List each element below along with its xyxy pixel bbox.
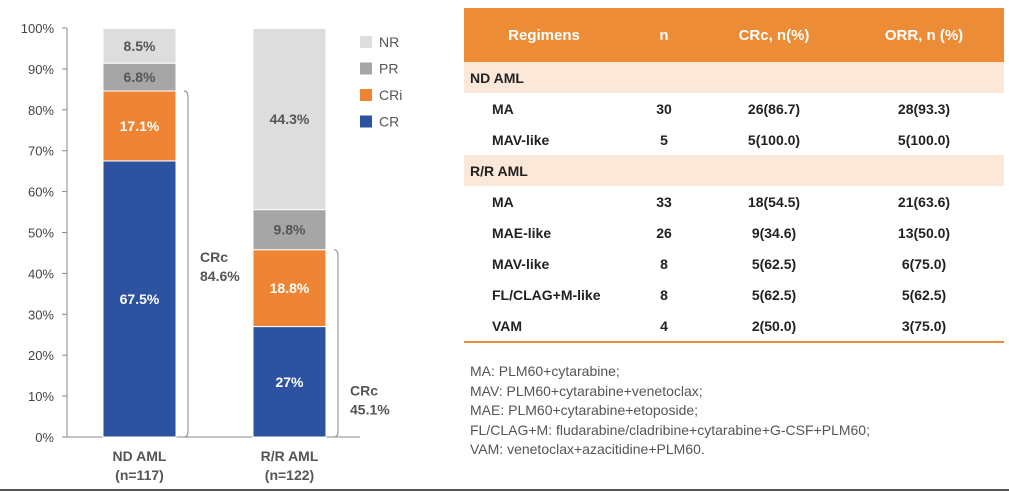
header-orr: ORR, n (%) <box>844 8 1004 62</box>
footnote: VAM: venetoclax+azacitidine+PLM60. <box>470 441 705 458</box>
group-label: ND AML <box>464 62 1004 93</box>
bar-segment-nr <box>252 27 327 211</box>
header-n: n <box>624 8 704 62</box>
regimen-table: Regimens n CRc, n(%) ORR, n (%) ND AML MA… <box>464 8 1004 343</box>
cell-crc: 5(62.5) <box>751 286 797 303</box>
cell-orr: 3(75.0) <box>844 310 1004 343</box>
category-label: ND AML <box>113 448 167 464</box>
bar-segment-cr <box>252 326 327 438</box>
table-row: MA 33 18(54.5) 21(63.6) <box>464 186 1004 217</box>
bar-segment-pr <box>102 62 177 92</box>
cell-regimen: MA <box>492 193 514 210</box>
cell-orr: 13(50.0) <box>897 224 951 241</box>
category-sublabel: (n=122) <box>265 467 314 483</box>
footnote: MAE: PLM60+cytarabine+etoposide; <box>470 402 699 419</box>
table-row: MAE-like 26 9(34.6) 13(50.0) <box>464 217 1004 248</box>
cell-regimen: MAV-like <box>492 131 550 148</box>
header-crc: CRc, n(%) <box>704 8 844 62</box>
table-row: FL/CLAG+M-like 8 5(62.5) 5(62.5) <box>464 279 1004 310</box>
y-tick-label: 90% <box>28 62 54 77</box>
cell-orr: 5(100.0) <box>897 131 951 148</box>
bar-segment-nr <box>102 27 177 64</box>
cell-n: 30 <box>656 100 672 117</box>
y-tick-label: 60% <box>28 185 54 200</box>
table-row: MAV-like 8 5(62.5) 6(75.0) <box>464 248 1004 279</box>
stacked-bar-chart: 0% 10% 20% 30% 40% 50% 60% 70% 80% 90% 100% 67.5% 17… <box>21 21 403 483</box>
cell-orr: 28(93.3) <box>897 100 951 117</box>
cell-regimen: MAE-like <box>492 224 552 241</box>
cell-regimen: VAM <box>464 310 624 343</box>
cell-orr: 21(63.6) <box>897 193 951 210</box>
group-row: ND AML <box>464 62 1004 93</box>
legend-label: NR <box>379 34 399 50</box>
bar-segment-pr <box>252 209 327 251</box>
legend-swatch-pr <box>360 62 372 75</box>
y-tick-label: 0% <box>35 430 54 445</box>
cell-n: 4 <box>624 310 704 343</box>
header-regimens: Regimens <box>464 8 624 62</box>
footnotes: MA: PLM60+cytarabine; MAV: PLM60+cytarab… <box>470 362 870 460</box>
legend-label: PR <box>379 61 398 77</box>
cell-crc: 5(62.5) <box>751 255 797 272</box>
footnote: FL/CLAG+M: fludarabine/cladribine+cytara… <box>470 421 870 438</box>
crc-value: 84.6% <box>200 268 240 284</box>
bar-segment-cr <box>102 160 177 438</box>
data-label: 44.3% <box>270 111 310 127</box>
y-tick-label: 40% <box>28 266 54 281</box>
group-row: R/R AML <box>464 155 1004 186</box>
group-label: R/R AML <box>464 155 1004 186</box>
bottom-divider <box>0 489 1009 491</box>
cell-crc: 5(100.0) <box>747 131 801 148</box>
data-label: 18.8% <box>270 280 310 296</box>
table-row: VAM 4 2(50.0) 3(75.0) <box>464 310 1004 343</box>
cell-regimen: FL/CLAG+M-like <box>492 286 601 303</box>
y-tick-label: 20% <box>28 348 54 363</box>
cell-n: 8 <box>660 286 668 303</box>
crc-label: CRc <box>350 382 378 398</box>
data-label: 67.5% <box>120 291 160 307</box>
table-header-row: Regimens n CRc, n(%) ORR, n (%) <box>464 8 1004 62</box>
footnote: MA: PLM60+cytarabine; <box>470 363 620 379</box>
crc-bracket <box>183 90 189 438</box>
cell-orr: 5(62.5) <box>901 286 947 303</box>
cell-regimen: MA <box>492 100 514 117</box>
bar-segment-cri <box>252 249 327 328</box>
data-label: 17.1% <box>120 118 160 134</box>
cell-n: 26 <box>656 224 672 241</box>
y-tick-label: 10% <box>28 389 54 404</box>
data-label: 6.8% <box>124 69 156 85</box>
crc-label: CRc <box>200 249 228 265</box>
table-row: MA 30 26(86.7) 28(93.3) <box>464 93 1004 124</box>
y-tick-label: 80% <box>28 103 54 118</box>
y-tick-label: 70% <box>28 144 54 159</box>
footnote: MAV: PLM60+cytarabine+venetoclax; <box>470 382 703 399</box>
cell-crc: 9(34.6) <box>751 224 797 241</box>
data-label: 27% <box>275 374 304 390</box>
cell-orr: 6(75.0) <box>901 255 947 272</box>
legend-swatch-nr <box>360 36 372 48</box>
cell-n: 33 <box>656 193 672 210</box>
legend-swatch-cr <box>360 115 372 128</box>
cell-crc: 18(54.5) <box>747 193 801 210</box>
cell-regimen: MAV-like <box>492 255 550 272</box>
cell-n: 5 <box>660 131 668 148</box>
y-tick-label: 30% <box>28 307 54 322</box>
legend-label: CR <box>379 114 399 130</box>
table-row: MAV-like 5 5(100.0) 5(100.0) <box>464 124 1004 155</box>
legend-swatch-cri <box>360 89 372 101</box>
cell-crc: 2(50.0) <box>704 310 844 343</box>
data-label: 9.8% <box>274 222 306 238</box>
category-sublabel: (n=117) <box>115 467 164 483</box>
data-label: 8.5% <box>124 38 156 54</box>
bar-segment-cri <box>102 90 177 162</box>
category-label: R/R AML <box>261 448 319 464</box>
crc-bracket <box>333 249 339 438</box>
cell-n: 8 <box>660 255 668 272</box>
y-tick-label: 50% <box>28 226 54 241</box>
y-tick-label: 100% <box>21 21 55 36</box>
crc-value: 45.1% <box>350 401 390 417</box>
legend-label: CRi <box>379 87 402 103</box>
cell-crc: 26(86.7) <box>747 100 801 117</box>
